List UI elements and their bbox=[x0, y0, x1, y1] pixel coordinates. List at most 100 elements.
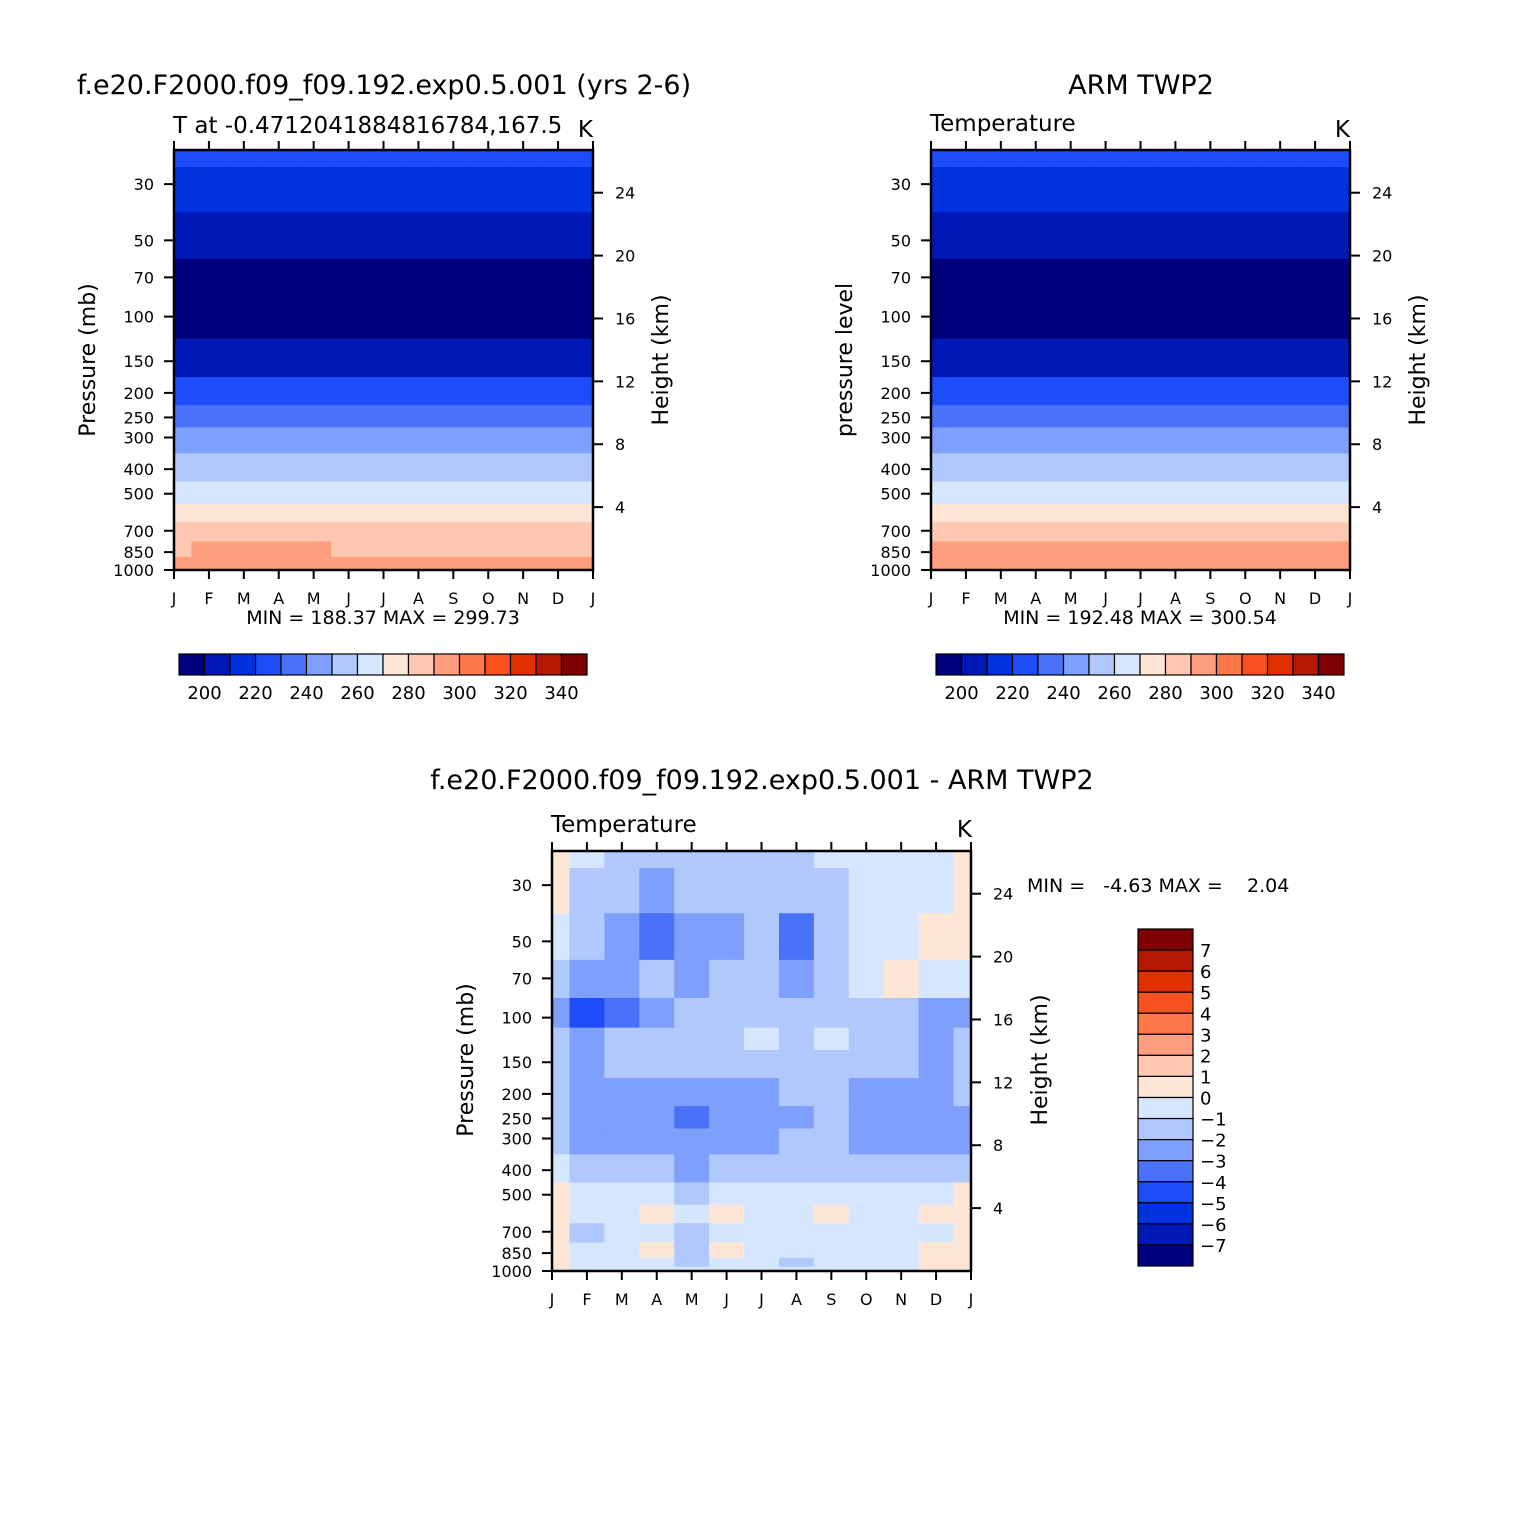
field-cell bbox=[296, 522, 332, 543]
field-cell bbox=[296, 503, 332, 523]
field-cell bbox=[983, 453, 1019, 483]
field-cell bbox=[505, 150, 542, 168]
field-cell bbox=[674, 1027, 710, 1051]
field-cell bbox=[226, 150, 262, 168]
field-cell bbox=[1227, 541, 1264, 558]
field-cell bbox=[331, 565, 367, 571]
colorbar-box bbox=[1317, 653, 1345, 676]
field-cell bbox=[1332, 167, 1351, 213]
field-cell bbox=[848, 913, 885, 961]
field-cell bbox=[1332, 150, 1351, 168]
x-tick-label: J bbox=[171, 589, 177, 608]
field-cell bbox=[1053, 481, 1089, 505]
field-cell bbox=[1262, 427, 1299, 454]
field-cell bbox=[1227, 167, 1264, 213]
y-tick-label: 30 bbox=[134, 175, 154, 194]
field-cell bbox=[1297, 167, 1334, 213]
field-cell bbox=[883, 997, 920, 1029]
field-cell bbox=[1123, 167, 1159, 213]
field-cell bbox=[331, 541, 367, 558]
colorbar-label: 280 bbox=[391, 683, 425, 704]
field-cell bbox=[191, 338, 227, 378]
field-cell bbox=[261, 296, 297, 340]
field-cell bbox=[744, 913, 780, 961]
field-cell bbox=[1018, 541, 1054, 558]
field-cell bbox=[778, 1154, 815, 1184]
colorbar-box bbox=[1137, 1139, 1194, 1162]
field-cell bbox=[1018, 556, 1054, 567]
field-cell bbox=[1123, 565, 1159, 571]
field-cell bbox=[366, 481, 402, 505]
field-cell bbox=[1157, 556, 1194, 567]
field-cell bbox=[1053, 338, 1089, 378]
panel-diff-ylabel: Pressure (mb) bbox=[454, 983, 479, 1137]
field-cell bbox=[744, 1128, 780, 1155]
field-cell bbox=[953, 1154, 972, 1184]
field-cell bbox=[261, 167, 297, 213]
panel-model-ylabel: Pressure (mb) bbox=[76, 283, 101, 437]
field-cell bbox=[366, 556, 402, 567]
field-cell bbox=[709, 1049, 745, 1079]
x-tick-label: A bbox=[791, 1290, 802, 1309]
y-tick-label: 50 bbox=[891, 231, 911, 250]
y-tick-label: 100 bbox=[501, 1009, 532, 1028]
field-cell bbox=[1192, 565, 1229, 571]
field-cell bbox=[883, 1049, 920, 1079]
field-cell bbox=[331, 503, 367, 523]
field-cell bbox=[400, 565, 437, 571]
field-cell bbox=[261, 405, 297, 429]
field-cell bbox=[331, 167, 367, 213]
field-cell bbox=[948, 258, 984, 298]
field-cell bbox=[931, 167, 950, 213]
field-cell bbox=[813, 1128, 850, 1155]
right-tick-label: 4 bbox=[1372, 498, 1382, 517]
field-cell bbox=[1157, 150, 1194, 168]
field-cell bbox=[918, 1182, 955, 1206]
field-cell bbox=[778, 868, 815, 914]
colorbar-box bbox=[305, 653, 333, 676]
field-cell bbox=[848, 1078, 885, 1107]
field-cell bbox=[261, 427, 297, 454]
colorbar-box bbox=[1011, 653, 1039, 676]
y-tick-label: 300 bbox=[501, 1130, 532, 1149]
y-tick-label: 300 bbox=[880, 429, 911, 448]
field-cell bbox=[1053, 377, 1089, 406]
field-cell bbox=[983, 212, 1019, 260]
field-cell bbox=[953, 1204, 972, 1224]
field-cell bbox=[470, 338, 507, 378]
field-cell bbox=[540, 522, 577, 543]
field-cell bbox=[639, 851, 675, 869]
colorbar-box bbox=[1137, 1244, 1194, 1267]
colorbar-label: 220 bbox=[238, 683, 272, 704]
field-cell bbox=[1297, 150, 1334, 168]
field-cell bbox=[470, 522, 507, 543]
field-cell bbox=[366, 522, 402, 543]
colorbar-label: 0 bbox=[1200, 1089, 1211, 1110]
field-cell bbox=[1018, 522, 1054, 543]
field-cell bbox=[174, 405, 193, 429]
right-tick-label: 20 bbox=[615, 247, 635, 266]
field-cell bbox=[1157, 481, 1194, 505]
panel-diff-right-ylabel: Height (km) bbox=[1028, 994, 1053, 1125]
field-cell bbox=[331, 258, 367, 298]
panel-model: f.e20.F2000.f09_f09.192.exp0.5.001 (yrs … bbox=[76, 70, 691, 704]
field-cell bbox=[575, 503, 594, 523]
right-tick-label: 12 bbox=[993, 1073, 1013, 1092]
field-cell bbox=[931, 522, 950, 543]
colorbar-label: −3 bbox=[1200, 1152, 1227, 1173]
field-cell bbox=[918, 851, 955, 869]
field-cell bbox=[1157, 258, 1194, 298]
field-cell bbox=[848, 1266, 885, 1272]
field-cell bbox=[366, 212, 402, 260]
x-tick-label: F bbox=[582, 1290, 591, 1309]
field-cell bbox=[778, 1204, 815, 1224]
field-cell bbox=[604, 1223, 640, 1244]
colorbar-box bbox=[382, 653, 410, 676]
colorbar-label: 6 bbox=[1200, 962, 1211, 983]
field-cell bbox=[1192, 377, 1229, 406]
field-cell bbox=[366, 503, 402, 523]
field-cell bbox=[953, 1266, 972, 1272]
colorbar-box bbox=[407, 653, 435, 676]
field-cell bbox=[1192, 212, 1229, 260]
field-cell bbox=[1123, 212, 1159, 260]
